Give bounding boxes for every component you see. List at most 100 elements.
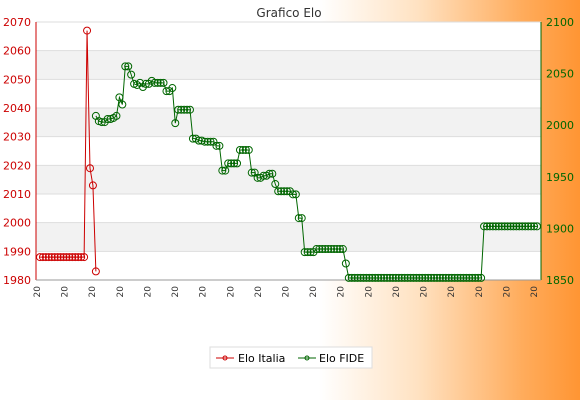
data-point [71,253,80,262]
data-point [74,253,83,262]
data-point [315,245,324,254]
left-tick-label: 2040 [3,102,31,115]
data-point [383,273,392,282]
data-point [427,273,436,282]
data-point [430,273,439,282]
data-point [485,222,494,231]
data-point [471,273,480,282]
data-point [415,273,424,282]
plot-band [36,165,541,194]
data-point [480,222,489,231]
data-point [441,273,450,282]
data-point [227,159,236,168]
axes [35,22,542,281]
data-point [488,222,497,231]
data-point [483,222,492,231]
x-tick-label: 20 [61,286,71,298]
x-tick-label: 20 [88,286,98,298]
plot-background [36,22,541,280]
data-point [221,166,230,175]
grid-lines [36,21,541,281]
data-point [400,273,409,282]
data-point [203,137,212,146]
data-point [371,273,380,282]
data-point [180,105,189,114]
data-point [38,253,47,262]
data-point [362,273,371,282]
x-tick-label: 20 [337,286,347,298]
data-point [512,222,521,231]
data-point [288,190,297,199]
data-point [530,222,539,231]
data-point [41,253,50,262]
data-point [271,180,280,189]
data-point [500,222,509,231]
data-point [518,222,527,231]
data-point [350,273,359,282]
data-point [465,273,474,282]
data-point [521,222,530,231]
data-point [385,273,394,282]
data-point [459,273,468,282]
data-point [377,273,386,282]
data-point [297,214,306,223]
right-tick-label: 2100 [546,16,574,29]
plot-band [36,222,541,252]
data-point [36,253,44,262]
data-point [303,248,312,257]
left-tick-label: 2070 [3,16,31,29]
x-tick-label: 20 [420,286,430,298]
data-point [83,26,92,35]
data-point [65,253,74,262]
data-point [424,273,433,282]
data-point [509,222,518,231]
chart-title: Grafico Elo [256,6,321,20]
data-point [62,253,71,262]
series-elo-italia [36,26,100,276]
data-point [341,259,350,268]
right-tick-label: 2000 [546,119,574,132]
x-tick-label: 20 [530,286,540,298]
data-point [183,105,192,114]
data-point [421,273,430,282]
data-point [327,245,336,254]
data-point [209,137,218,146]
data-point [241,145,250,154]
data-point [368,273,377,282]
data-point [300,248,309,257]
data-point [238,145,247,154]
data-point [153,78,162,87]
left-tick-label: 1980 [3,274,31,287]
data-point [280,187,289,196]
data-point [335,245,344,254]
x-tick-label: 20 [475,286,485,298]
data-point [397,273,406,282]
data-point [103,115,112,124]
data-point [215,141,224,150]
data-point [527,222,536,231]
data-point [253,173,262,182]
data-point [88,181,97,190]
right-tick-label: 2050 [546,68,574,81]
data-point [218,166,227,175]
data-point [177,105,186,114]
data-point [212,141,221,150]
legend-box [209,346,373,369]
data-point [127,70,136,79]
data-point [444,273,453,282]
series-line [95,65,537,279]
left-tick-label: 2000 [3,217,31,230]
data-point [124,62,133,71]
data-point [156,78,165,87]
data-point [359,273,368,282]
data-point [365,273,374,282]
data-point [77,253,86,262]
x-tick-label: 20 [392,286,402,298]
data-point [330,245,339,254]
x-tick-label: 20 [309,286,319,298]
data-point [171,119,180,128]
series-elo-fide [91,62,541,282]
data-point [503,222,512,231]
series-layer [36,26,541,282]
